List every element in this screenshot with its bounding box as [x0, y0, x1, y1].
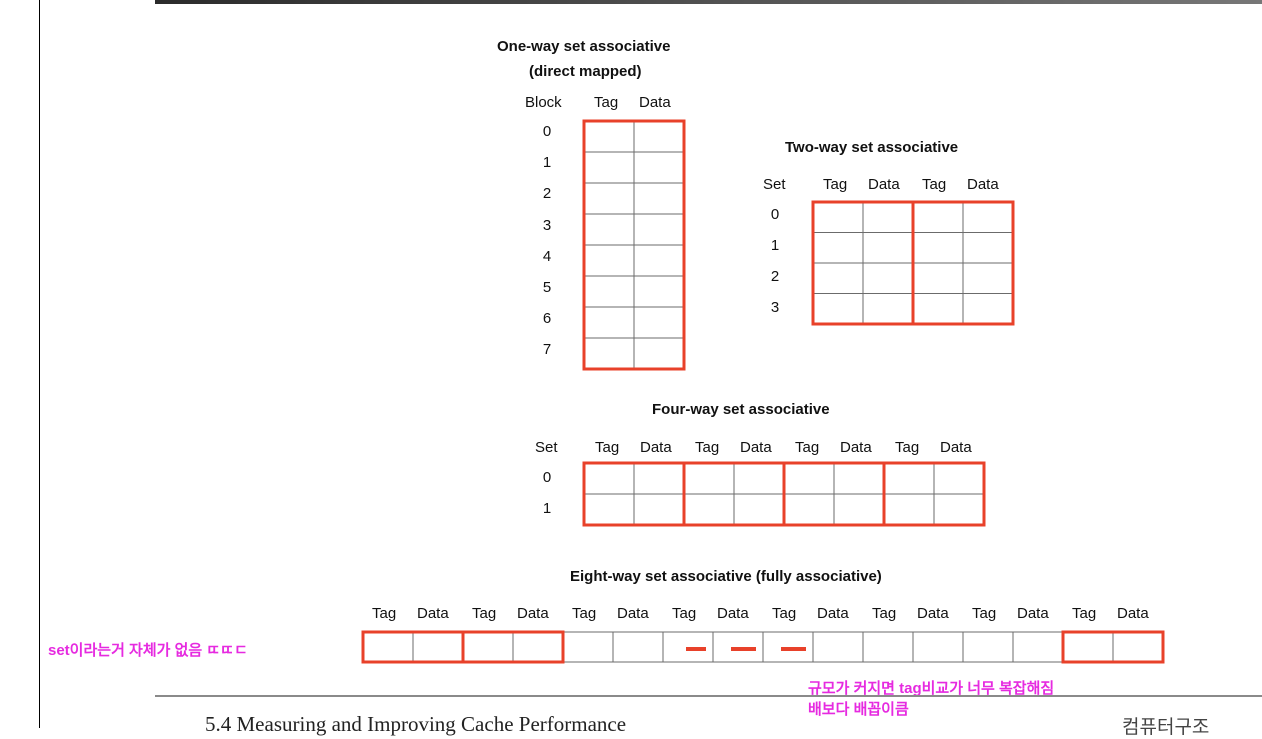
eight-way-data-header: Data [1117, 605, 1149, 622]
slide-left-border [39, 0, 40, 728]
four-way-tag-header: Tag [795, 439, 820, 456]
eight-way-tag-header: Tag [472, 605, 497, 622]
footer-course-name: 컴퓨터구조 [1122, 716, 1210, 738]
eight-way-data-header: Data [817, 605, 849, 622]
eight-way-tag-header: Tag [572, 605, 597, 622]
eight-way-way-highlight [461, 630, 565, 664]
eight-way-data-header: Data [517, 605, 549, 622]
eight-way-data-header: Data [617, 605, 649, 622]
four-way-tag-header: Tag [895, 439, 920, 456]
eight-way-data-header: Data [1017, 605, 1049, 622]
footer-section-title: 5.4 Measuring and Improving Cache Perfor… [205, 712, 627, 736]
eight-way-data-header: Data [717, 605, 749, 622]
two-way-row-label: 1 [770, 237, 780, 254]
eight-way-way-highlight [1061, 630, 1165, 664]
four-way-title: Four-way set associative [652, 401, 830, 418]
two-way-data-header-2: Data [967, 176, 999, 193]
one-way-row-label: 0 [542, 123, 552, 140]
slide-bottom-line [155, 695, 1262, 697]
one-way-tag-header: Tag [594, 94, 619, 111]
one-way-data-header: Data [639, 94, 671, 111]
one-way-cache-grid [582, 119, 686, 371]
four-way-data-header: Data [840, 439, 872, 456]
eight-way-data-header: Data [417, 605, 449, 622]
four-way-set-header: Set [535, 439, 558, 456]
slide-top-bar [155, 0, 1262, 4]
one-way-title: One-way set associative [497, 38, 671, 55]
two-way-row-label: 2 [770, 268, 780, 285]
annotation-no-set: set이라는거 자체가 없음 ㄸㄸㄷ [48, 642, 248, 659]
four-way-cache-grid [582, 461, 986, 527]
eight-way-tag-header: Tag [972, 605, 997, 622]
one-way-row-label: 6 [542, 310, 552, 328]
two-way-row-label: 3 [770, 299, 780, 316]
one-way-row-label: 3 [542, 216, 552, 234]
four-way-tag-header: Tag [695, 439, 720, 456]
annotation-tag-compare-line2: 배보다 배꼽이큼 [808, 701, 909, 718]
one-way-row-label: 2 [542, 185, 552, 203]
one-way-subtitle: (direct mapped) [529, 63, 642, 80]
four-way-row-label: 0 [542, 469, 552, 486]
eight-way-title: Eight-way set associative (fully associa… [570, 568, 882, 585]
eight-way-tag-header: Tag [372, 605, 397, 622]
one-way-block-header: Block [525, 94, 562, 111]
two-way-title: Two-way set associative [785, 139, 959, 156]
eight-way-tag-header: Tag [872, 605, 897, 622]
eight-way-tag-header: Tag [1072, 605, 1097, 622]
one-way-way-highlight [582, 119, 686, 371]
four-way-way-highlight [882, 461, 986, 527]
two-way-tag-header-1: Tag [823, 176, 848, 193]
eight-way-data-header: Data [917, 605, 949, 622]
eight-way-tag-header: Tag [672, 605, 697, 622]
one-way-row-label: 4 [542, 247, 552, 265]
annotation-tag-compare-line1: 규모가 커지면 tag비교가 너무 복잡해짐 [808, 680, 1055, 697]
two-way-cache-grid [811, 200, 1015, 326]
two-way-row-label: 0 [770, 206, 780, 223]
two-way-set-header: Set [763, 176, 786, 193]
two-way-tag-header-2: Tag [922, 176, 947, 193]
four-way-tag-header: Tag [595, 439, 620, 456]
one-way-row-label: 7 [542, 341, 552, 359]
four-way-data-header: Data [940, 439, 972, 456]
one-way-row-label: 1 [542, 154, 552, 172]
eight-way-cache-grid [361, 630, 1165, 664]
one-way-row-label: 5 [542, 279, 552, 296]
four-way-row-label: 1 [542, 500, 552, 517]
eight-way-tag-header: Tag [772, 605, 797, 622]
four-way-data-header: Data [640, 439, 672, 456]
four-way-data-header: Data [740, 439, 772, 456]
two-way-data-header-1: Data [868, 176, 900, 193]
two-way-way-highlight [911, 200, 1015, 326]
